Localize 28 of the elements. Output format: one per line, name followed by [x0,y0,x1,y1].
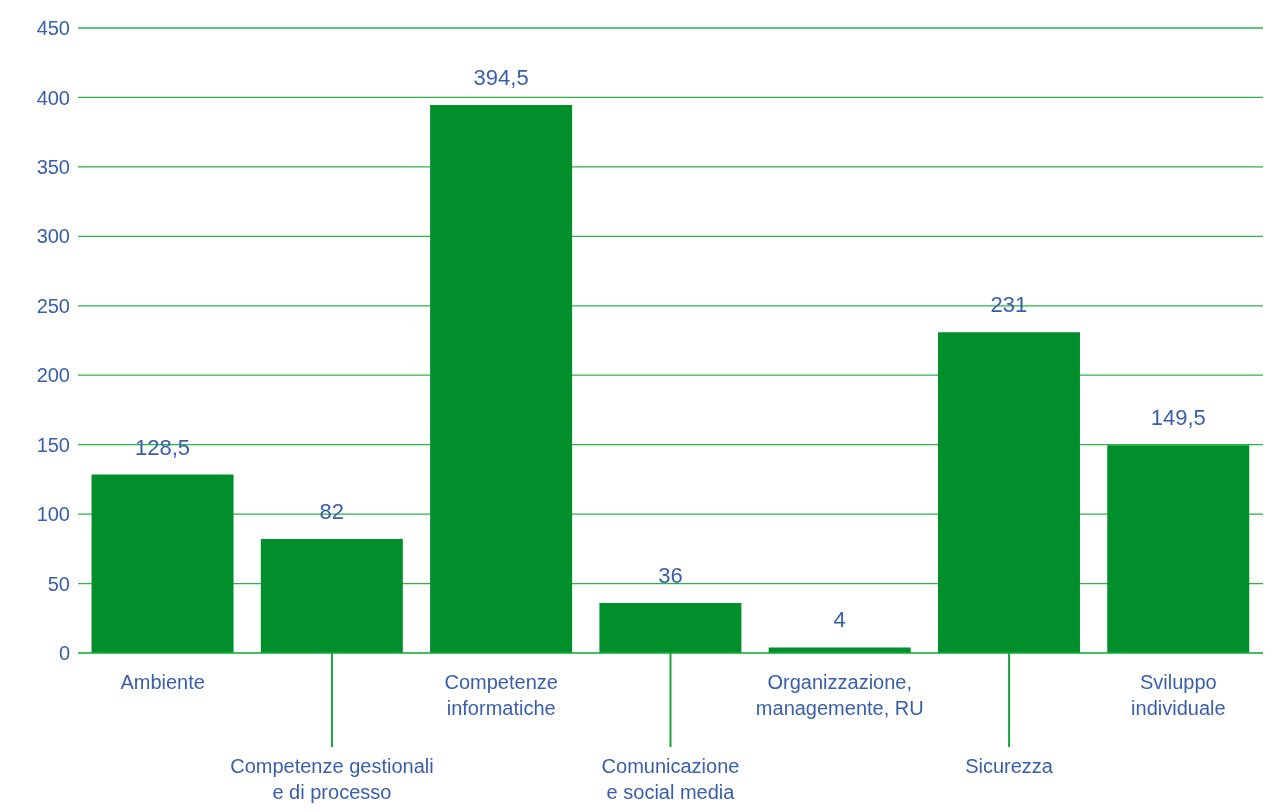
x-tick-label: Sicurezza [965,755,1054,777]
bar [430,105,573,653]
x-tick-label: Competenze informatiche [444,671,558,719]
bar [1107,445,1250,653]
y-tick-label: 300 [36,225,70,248]
y-tick-label: 350 [36,155,70,178]
bar [768,647,911,653]
x-tick-label: Ambiente [120,671,205,693]
y-tick-label: 400 [36,86,70,109]
x-tick-label: Organizzazione, managemente, RU [755,671,924,719]
bar [599,603,742,653]
y-tick-label: 200 [36,364,70,387]
data-label: 149,5 [1150,405,1206,431]
data-label: 4 [833,607,846,633]
bar [91,474,234,653]
data-label: 36 [658,563,683,588]
y-tick-label: 50 [47,572,70,595]
y-tick-label: 250 [36,294,70,317]
x-tick-label: Sviluppo individuale [1131,671,1226,719]
y-tick-label: 150 [36,433,70,456]
x-tick-label: Comunicazione e social media [601,755,740,803]
y-tick-label: 0 [58,642,70,665]
bar [937,332,1080,653]
y-tick-label: 100 [36,503,70,526]
y-tick-label: 450 [36,17,70,40]
bar [260,539,403,653]
x-tick-label: Competenze gestionali e di processo [230,755,434,803]
data-label: 394,5 [473,65,529,91]
